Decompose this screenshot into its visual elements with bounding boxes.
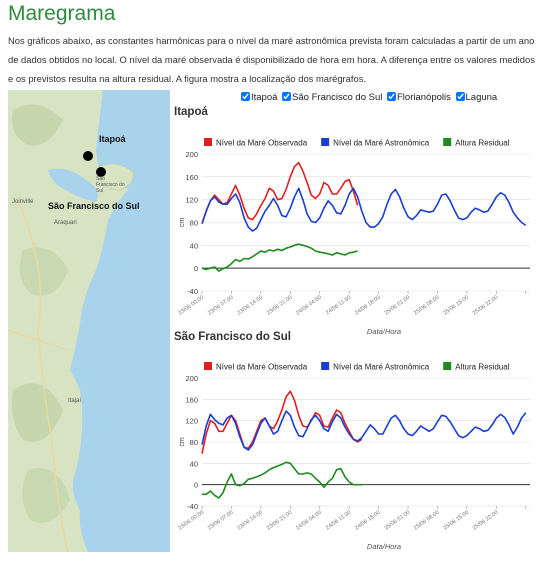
x-tick-label: 24/06 04:00 [295,295,323,317]
x-tick-label: 24/06 18:00 [354,510,382,532]
y-tick-label: 80 [190,219,198,228]
x-tick-label: 23/06 07:00 [207,295,235,317]
x-tick-label: 25/06 15:00 [442,295,470,317]
y-tick-label: 80 [190,438,198,447]
marker-itapoa[interactable] [83,151,93,161]
relief-patch [22,468,70,523]
checkbox-itapoa[interactable] [241,92,250,101]
x-tick-label: 25/06 08:00 [413,295,441,317]
relief-patch [19,247,69,296]
series-line-nivel-da-mare-astronomica [201,187,527,232]
filter-florianopolis[interactable]: Florianópolis [387,92,451,103]
y-tick-label: -40 [187,287,198,296]
filter-label: São Francisco do Sul [292,92,383,103]
intro-paragraph: Nos gráficos abaixo, as constantes harmô… [8,35,535,84]
x-axis-label: Data/Hora [367,327,401,336]
ocean [70,90,170,552]
x-tick-label: 25/06 22:00 [472,295,500,317]
marker-sao-francisco-do-sul[interactable] [96,167,106,177]
filter-label: Florianópolis [397,92,451,103]
chart-svg-sao-francisco-do-sul: Nível da Maré Observada Nível da Maré Ast… [177,362,530,551]
x-tick-label: 25/06 01:00 [384,295,412,317]
chart-svg-itapoa: Nível da Maré Observada Nível da Maré Ast… [177,138,530,336]
map-label-araquari: Araquari [54,220,77,226]
x-tick-label: 23/06 21:00 [266,295,294,317]
x-tick-label: 25/06 15:00 [442,510,470,532]
y-tick-label: -40 [187,502,198,511]
legend-swatch-nivel-da-mare-observada [204,138,212,146]
legend-label-nivel-da-mare-astronomica: Nível da Maré Astronômica [333,363,430,372]
map-label-sao-francisco-do-sul: São Francisco do Sul [48,201,140,211]
x-axis-label: Data/Hora [367,542,401,551]
y-tick-label: 40 [190,241,198,250]
y-tick-label: 200 [185,374,198,383]
y-axis-label: cm [179,218,186,228]
series-line-nivel-da-mare-observada [201,390,363,454]
x-tick-label: 23/06 07:00 [207,510,235,532]
tide-gauge-map[interactable]: Itapoá São Francisco do Sul Joinville Ar… [8,90,170,552]
road [17,199,69,552]
x-tick-label: 24/06 18:00 [354,295,382,317]
y-tick-label: 0 [194,481,198,490]
babitonga-bay [48,168,99,202]
map-canvas [8,90,170,552]
x-tick-label: 24/06 11:00 [325,510,352,532]
y-tick-label: 0 [194,264,198,273]
series-line-altura-residual [202,461,362,499]
series-line-nivel-da-mare-observada [201,161,359,224]
legend-swatch-altura-residual [443,362,452,370]
chart-itapoa: Nível da Maré Observada Nível da Maré Ast… [172,132,544,337]
x-tick-label: 24/06 11:00 [325,295,352,317]
x-tick-label: 23/06 14:00 [236,295,264,317]
chart-sao-francisco-do-sul: Nível da Maré Observada Nível da Maré Ast… [172,356,544,561]
filter-label: Laguna [465,92,498,103]
road [8,329,69,351]
x-tick-label: 25/06 01:00 [384,510,412,532]
x-tick-label: 23/06 14:00 [236,510,264,532]
station-filter: Itapoá São Francisco do Sul Florianópoli… [241,92,499,103]
checkbox-laguna[interactable] [455,92,465,101]
chart-title-sao-francisco-do-sul: São Francisco do Sul [174,331,291,343]
legend-label-nivel-da-mare-observada: Nível da Maré Observada [216,139,308,148]
series-line-altura-residual [201,243,358,272]
x-tick-label: 23/06 00:00 [177,510,205,532]
y-axis-label: cm [179,437,186,447]
y-tick-label: 40 [190,459,198,468]
page-title: Maregrama [8,2,116,25]
legend-swatch-nivel-da-mare-astronomica [321,362,330,370]
map-label-sao-francisco-small: São Francisco do Sul [96,176,125,194]
filter-sao-francisco-do-sul[interactable]: São Francisco do Sul [282,92,382,103]
island-sao-francisco [99,163,134,191]
legend-label-nivel-da-mare-observada: Nível da Maré Observada [216,363,308,372]
x-tick-label: 24/06 04:00 [295,510,323,532]
x-tick-label: 25/06 22:00 [472,510,500,532]
legend-label-altura-residual: Altura Residual [455,139,509,148]
legend-swatch-altura-residual [443,138,452,146]
relief-patch [12,104,63,146]
chart-title-itapoa: Itapoá [174,106,208,118]
filter-laguna[interactable]: Laguna [455,92,498,103]
legend-swatch-nivel-da-mare-astronomica [321,138,330,146]
y-tick-label: 160 [185,395,198,404]
legend-swatch-nivel-da-mare-observada [204,362,212,370]
map-label-itapoa: Itapoá [99,134,126,144]
y-tick-label: 120 [185,417,198,426]
legend-label-nivel-da-mare-astronomica: Nível da Maré Astronômica [333,139,430,148]
checkbox-sao-francisco-do-sul[interactable] [282,92,292,101]
series-line-nivel-da-mare-astronomica [201,410,527,451]
x-tick-label: 23/06 00:00 [177,295,205,317]
y-tick-label: 200 [185,150,198,159]
y-tick-label: 120 [185,196,198,205]
y-tick-label: 160 [185,173,198,182]
x-tick-label: 25/06 08:00 [413,510,441,532]
filter-label: Itapoá [251,92,278,103]
filter-itapoa[interactable]: Itapoá [241,92,277,103]
legend-label-altura-residual: Altura Residual [455,363,509,372]
checkbox-florianopolis[interactable] [387,92,396,101]
x-tick-label: 23/06 21:00 [266,510,294,532]
map-label-itajai: Itajaí [68,398,82,404]
map-label-joinville: Joinville [12,199,34,205]
